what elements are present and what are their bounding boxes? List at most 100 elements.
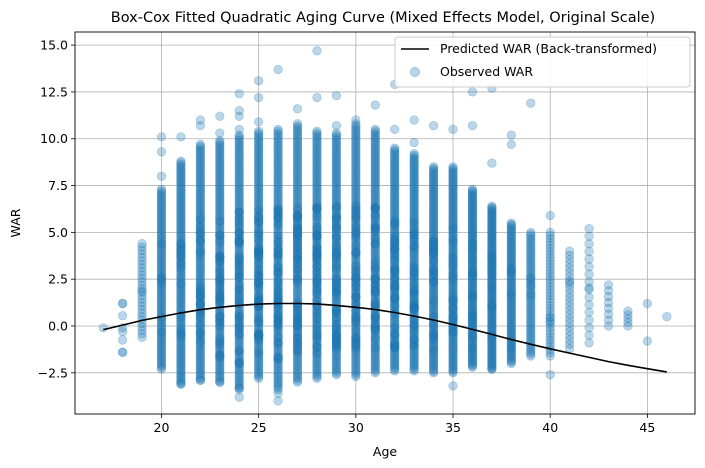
scatter-point xyxy=(467,239,478,249)
scatter-point xyxy=(195,299,205,309)
scatter-point xyxy=(137,284,147,294)
scatter-point xyxy=(156,339,167,349)
scatter-point xyxy=(195,340,205,350)
scatter-point xyxy=(584,330,594,340)
scatter-point xyxy=(156,346,167,356)
scatter-point xyxy=(156,222,167,232)
scatter-point xyxy=(176,286,186,296)
scatter-point xyxy=(215,365,225,375)
scatter-point xyxy=(156,207,167,217)
line-series-predicted-war xyxy=(103,302,667,373)
scatter-point xyxy=(195,121,205,131)
scatter-point xyxy=(195,372,205,382)
scatter-point xyxy=(137,277,147,287)
scatter-point xyxy=(156,273,167,283)
scatter-point xyxy=(215,332,225,342)
scatter-point xyxy=(137,286,147,296)
scatter-point xyxy=(195,334,205,345)
scatter-point xyxy=(215,358,225,368)
scatter-point xyxy=(234,251,244,261)
scatter-point xyxy=(176,182,186,192)
scatter-point xyxy=(273,246,283,257)
scatter-point xyxy=(215,288,225,298)
scatter-point xyxy=(195,290,205,301)
scatter-point xyxy=(156,234,167,244)
scatter-point xyxy=(156,298,167,308)
scatter-point xyxy=(254,316,264,326)
scatter-point xyxy=(176,159,186,170)
scatter-point xyxy=(176,379,186,389)
scatter-point xyxy=(176,254,186,264)
scatter-point xyxy=(156,351,167,361)
scatter-point xyxy=(156,242,167,252)
scatter-point xyxy=(215,273,225,283)
scatter-point xyxy=(176,251,186,261)
scatter-point xyxy=(409,115,419,125)
scatter-point xyxy=(195,291,205,301)
scatter-point xyxy=(195,246,205,256)
scatter-point xyxy=(176,206,186,216)
scatter-point xyxy=(234,312,244,322)
scatter-point xyxy=(156,202,167,213)
scatter-point xyxy=(176,273,186,283)
scatter-point xyxy=(195,290,205,300)
scatter-point xyxy=(195,238,205,248)
scatter-point xyxy=(467,121,478,131)
scatter-point xyxy=(234,383,244,393)
scatter-point xyxy=(195,175,205,185)
scatter-point xyxy=(215,252,225,262)
scatter-point xyxy=(254,92,264,103)
scatter-point xyxy=(584,239,594,249)
scatter-point xyxy=(195,224,205,234)
scatter-point xyxy=(215,361,225,372)
scatter-point xyxy=(273,332,283,342)
scatter-point xyxy=(215,311,225,321)
scatter-point xyxy=(195,214,205,224)
scatter-point xyxy=(234,346,244,356)
scatter-point xyxy=(176,209,186,219)
scatter-point xyxy=(137,332,147,342)
scatter-point xyxy=(156,273,167,283)
scatter-point xyxy=(487,253,497,263)
scatter-point xyxy=(195,248,205,258)
scatter-point xyxy=(195,194,205,204)
scatter-point xyxy=(176,212,186,222)
scatter-point xyxy=(292,211,303,221)
scatter-point xyxy=(195,244,205,255)
scatter-point xyxy=(176,231,186,242)
scatter-point xyxy=(176,167,186,178)
scatter-point xyxy=(234,320,244,330)
scatter-point xyxy=(137,280,147,290)
scatter-point xyxy=(118,347,128,357)
scatter-point xyxy=(254,244,264,255)
scatter-point xyxy=(176,337,186,347)
scatter-point xyxy=(234,228,244,238)
scatter-point xyxy=(584,224,594,234)
scatter-point xyxy=(390,143,400,153)
scatter-point xyxy=(195,192,205,202)
scatter-point xyxy=(137,329,147,339)
scatter-point xyxy=(156,265,167,275)
scatter-point xyxy=(176,252,186,262)
scatter-point xyxy=(176,328,186,338)
scatter-point xyxy=(176,369,186,380)
scatter-point xyxy=(156,132,167,142)
scatter-point xyxy=(195,321,205,331)
scatter-point xyxy=(176,235,186,245)
scatter-point xyxy=(156,239,167,249)
scatter-point xyxy=(195,358,205,368)
scatter-point xyxy=(215,367,225,377)
scatter-point xyxy=(98,323,108,333)
scatter-point xyxy=(176,340,186,351)
scatter-point xyxy=(156,244,167,254)
scatter-point xyxy=(215,320,225,330)
scatter-point xyxy=(156,220,167,231)
scatter-point xyxy=(215,257,225,267)
scatter-point xyxy=(156,250,167,260)
scatter-point xyxy=(292,104,303,114)
scatter-point xyxy=(195,161,205,172)
scatter-point xyxy=(137,270,147,280)
scatter-point xyxy=(176,258,186,268)
scatter-point xyxy=(195,195,205,205)
scatter-point xyxy=(370,256,380,267)
